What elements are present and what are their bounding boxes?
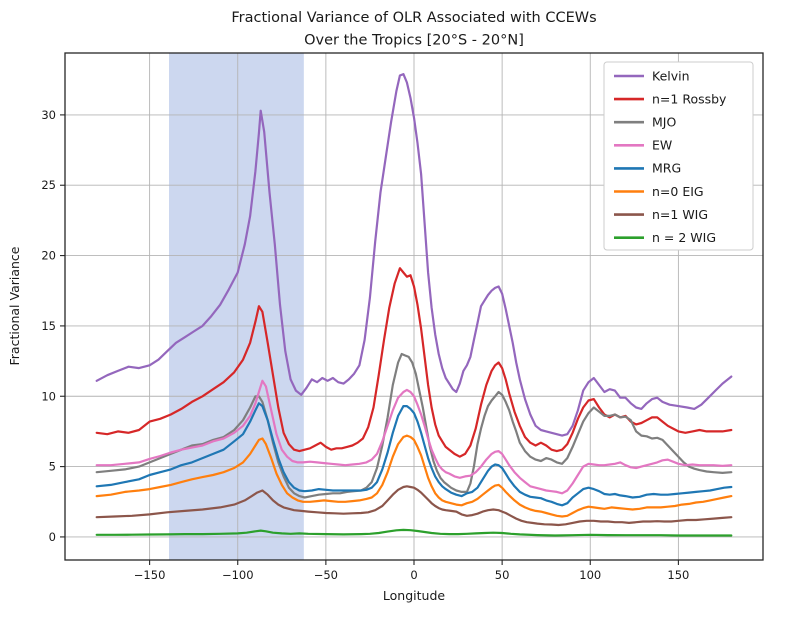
- legend-label-4: MRG: [652, 161, 681, 176]
- y-tick-label: 20: [41, 249, 56, 263]
- legend-label-6: n=1 WIG: [652, 207, 708, 222]
- x-tick-label: 50: [495, 568, 510, 582]
- band-layer: [168, 53, 304, 560]
- series-line-n-2-wig: [95, 528, 733, 537]
- legend-label-5: n=0 EIG: [652, 184, 704, 199]
- series-line-mrg: [95, 402, 733, 507]
- legend-label-3: EW: [652, 138, 672, 153]
- legend-frame: [603, 61, 754, 251]
- x-tick-label: −150: [134, 568, 166, 582]
- x-axis-label: Longitude: [383, 588, 445, 603]
- series-line-ew: [95, 379, 733, 495]
- x-tick-label: −100: [222, 568, 254, 582]
- y-tick-label: 30: [41, 108, 56, 122]
- legend-label-1: n=1 Rossby: [652, 91, 727, 106]
- series-line-n-1-wig: [95, 485, 733, 527]
- series-layer: [95, 72, 733, 537]
- y-tick-label: 15: [41, 319, 56, 333]
- y-axis-label: Fractional Variance: [7, 246, 22, 365]
- axis-layer: −150 −100 −50 0 50 100 150 0 5 10 15 20 25 30: [41, 52, 764, 582]
- highlight-band: [168, 53, 304, 560]
- x-tick-label: −50: [314, 568, 338, 582]
- legend: Kelvin n=1 Rossby MJO EW MRG n=0 EIG n=1 WIG n …: [603, 61, 754, 251]
- y-tick-label: 10: [41, 389, 56, 403]
- series-line-n-0-eig: [95, 434, 733, 518]
- chart-title-line1: Fractional Variance of OLR Associated wi…: [231, 10, 596, 26]
- chart-title-line2: Over the Tropics [20°S - 20°N]: [304, 33, 524, 49]
- legend-label-0: Kelvin: [652, 68, 690, 83]
- y-tick-label: 0: [49, 530, 56, 544]
- series-line-kelvin: [95, 72, 733, 437]
- x-tick-label: 150: [667, 568, 689, 582]
- y-tick-label: 5: [49, 460, 56, 474]
- x-tick-label: 100: [579, 568, 601, 582]
- x-tick-label: 0: [410, 568, 417, 582]
- legend-label-7: n = 2 WIG: [652, 230, 716, 245]
- legend-label-2: MJO: [652, 115, 676, 130]
- y-tick-label: 25: [41, 178, 56, 192]
